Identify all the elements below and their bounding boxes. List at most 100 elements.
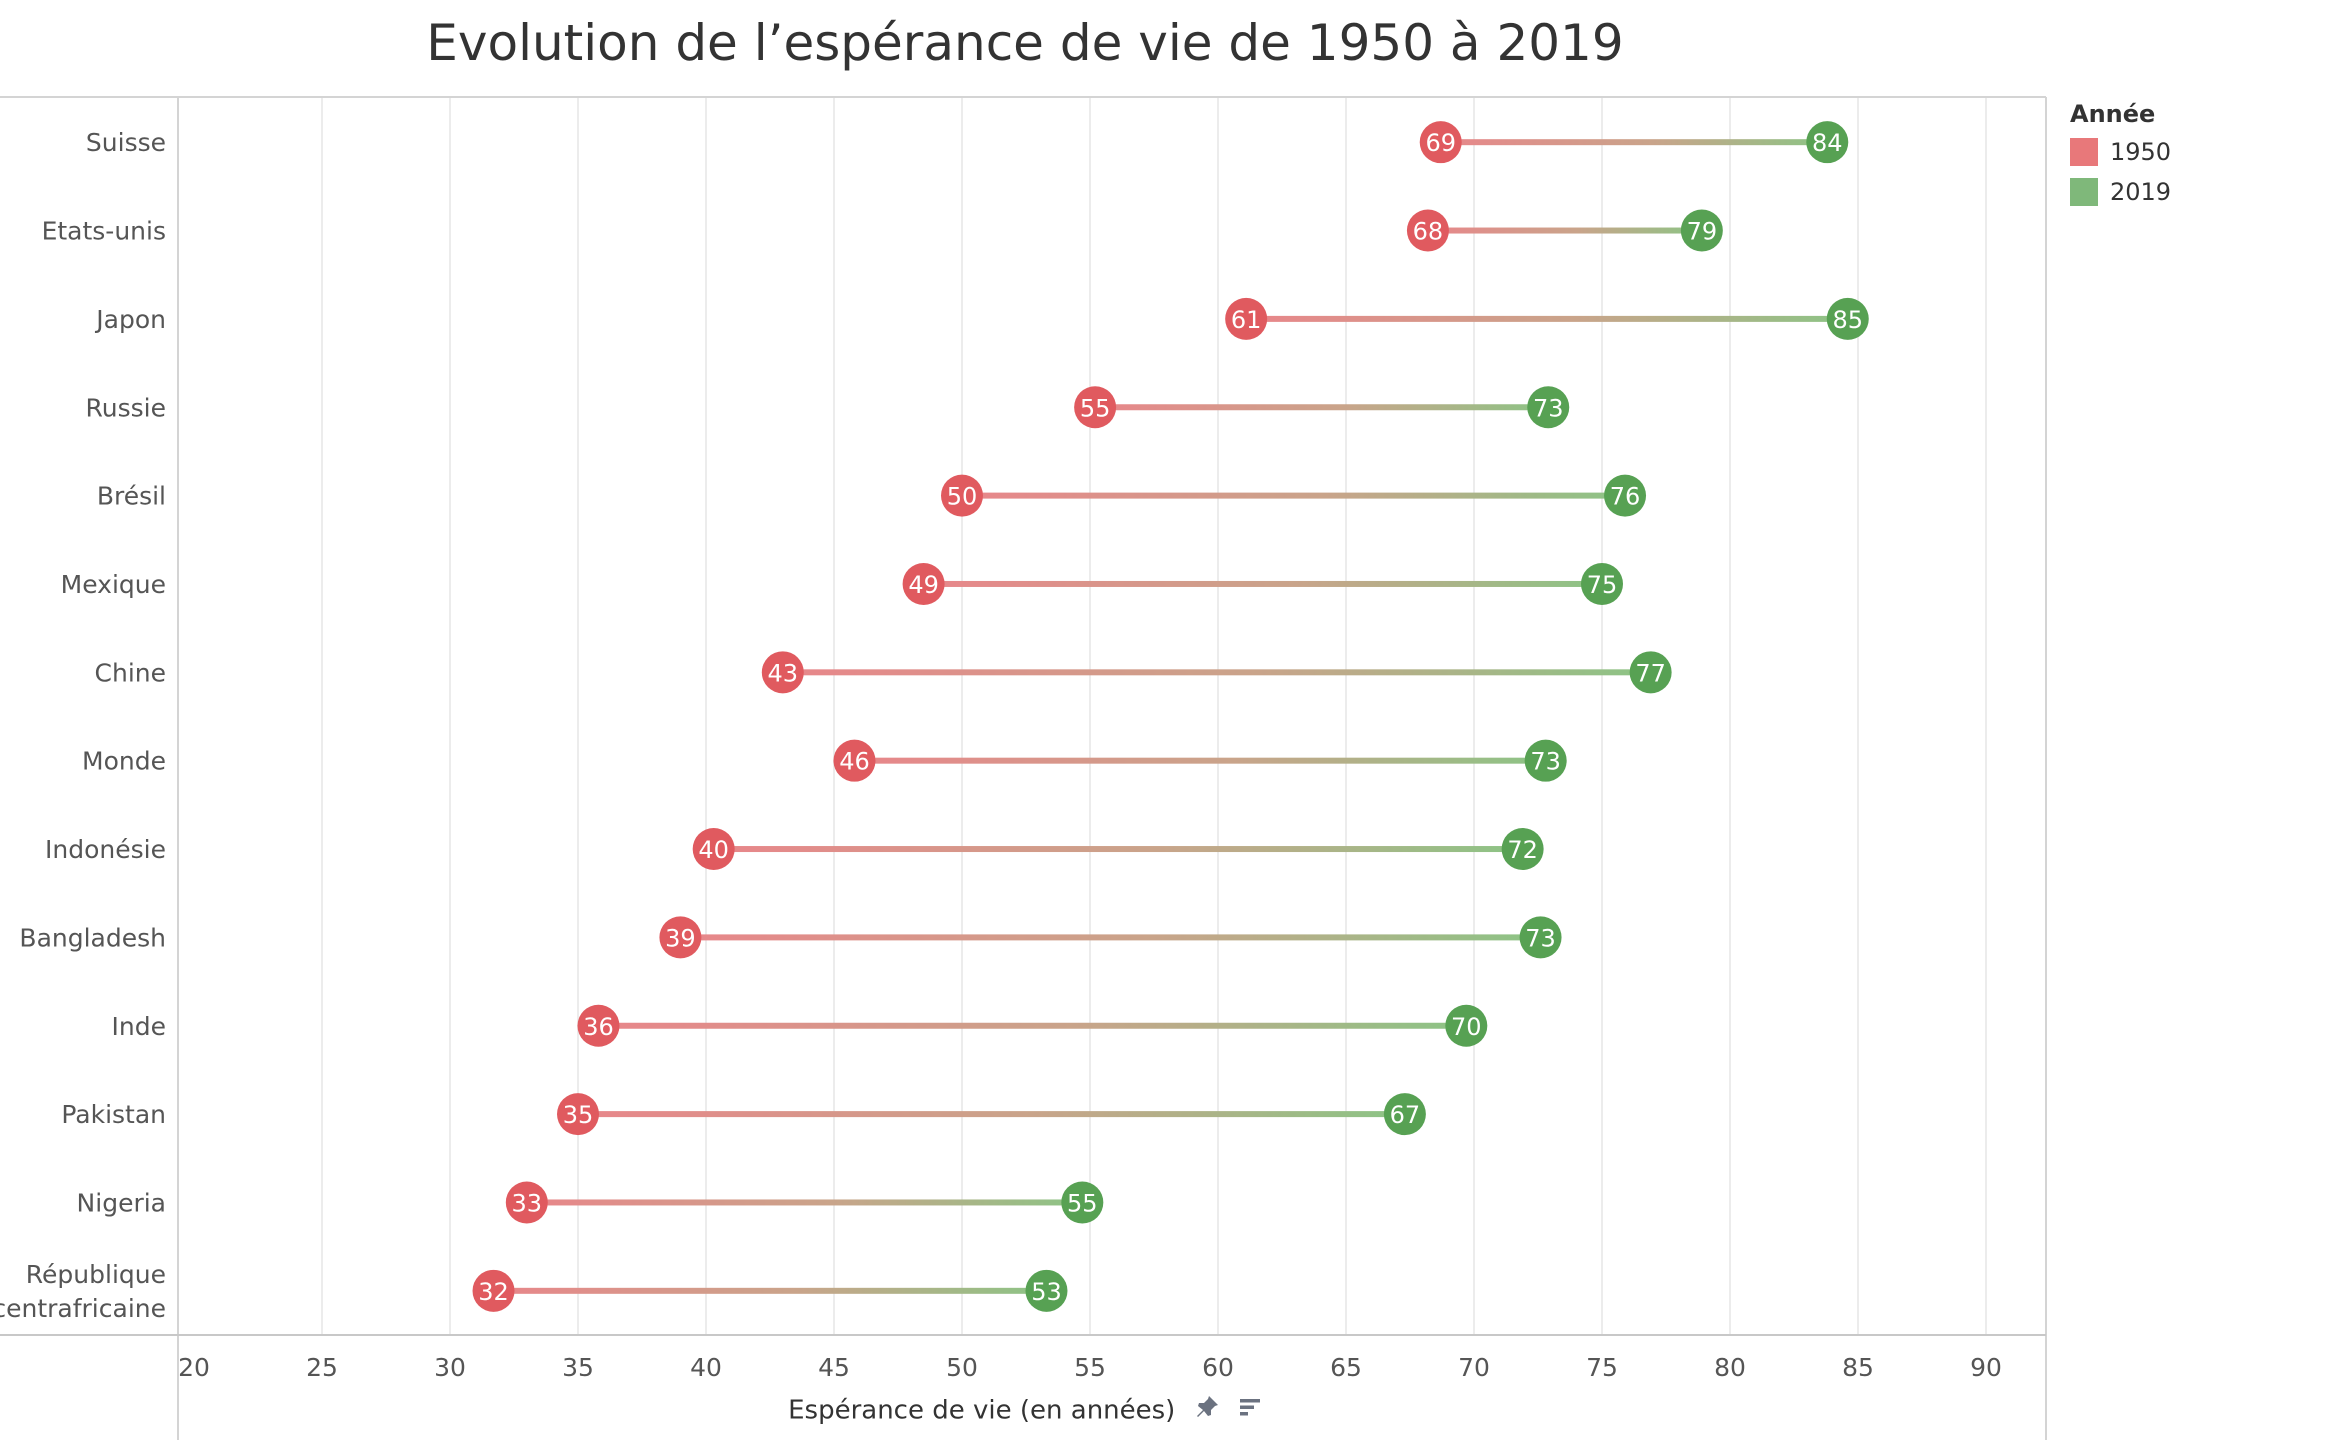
point-1950 — [1074, 386, 1117, 429]
data-label-1950: 43 — [768, 659, 799, 687]
point-2019 — [1680, 209, 1723, 252]
data-label-2019: 73 — [1525, 924, 1556, 952]
legend-label-1950: 1950 — [2110, 138, 2172, 166]
y-label: Bangladesh — [19, 923, 166, 952]
x-tick-label-65: 65 — [1330, 1353, 1362, 1382]
connector-line — [923, 580, 1602, 587]
data-label-2019: 72 — [1507, 836, 1538, 864]
point-1950 — [557, 1093, 599, 1136]
point-2019 — [1629, 651, 1672, 694]
data-label-1950: 35 — [563, 1101, 594, 1129]
data-label-1950: 39 — [665, 924, 696, 952]
data-label-1950: 46 — [839, 748, 870, 776]
point-2019 — [1061, 1181, 1104, 1224]
data-label-2019: 67 — [1390, 1101, 1421, 1129]
data-label-2019: 75 — [1587, 571, 1618, 599]
y-label-line: République — [26, 1260, 166, 1289]
y-label: Monde — [82, 747, 166, 776]
data-label-1950: 32 — [478, 1278, 509, 1306]
connector-line — [526, 1199, 1083, 1206]
dumbbell-marks: 69 84 68 79 61 85 55 73 50 76 49 75 43 77 46 73 40 72 39 73… — [472, 121, 1869, 1312]
legend: Année 1950 2019 — [2070, 100, 2171, 218]
data-label-1950: 33 — [512, 1189, 543, 1217]
x-tick-label-20: 20 — [178, 1353, 210, 1382]
legend-item-2019[interactable]: 2019 — [2070, 178, 2171, 206]
data-label-2019: 77 — [1635, 659, 1666, 687]
connector-line — [1246, 315, 1848, 322]
data-label-2019: 53 — [1031, 1278, 1062, 1306]
connector-line — [1427, 227, 1702, 234]
data-label-1950: 36 — [583, 1013, 614, 1041]
grid-layer — [321, 98, 1987, 1335]
data-label-2019: 73 — [1533, 394, 1564, 422]
sort-icon[interactable] — [1238, 1395, 1262, 1426]
connector-line — [598, 1022, 1467, 1029]
point-1950 — [505, 1181, 548, 1224]
data-label-1950: 55 — [1080, 394, 1111, 422]
connector-line — [854, 757, 1546, 764]
legend-swatch-2019 — [2070, 178, 2098, 206]
data-label-1950: 49 — [908, 571, 939, 599]
x-tick-label-80: 80 — [1714, 1353, 1746, 1382]
connector-line — [1440, 139, 1828, 146]
x-tick-label-60: 60 — [1202, 1353, 1234, 1382]
data-label-1950: 40 — [698, 836, 729, 864]
x-tick-label-55: 55 — [1074, 1353, 1106, 1382]
data-label-2019: 85 — [1832, 306, 1863, 334]
point-2019 — [1501, 828, 1544, 871]
x-tick-label-90: 90 — [1970, 1353, 2002, 1382]
point-2019 — [1524, 739, 1567, 782]
data-label-2019: 70 — [1451, 1013, 1482, 1041]
point-1950 — [1225, 297, 1268, 340]
point-1950 — [577, 1004, 620, 1047]
point-1950 — [659, 916, 702, 959]
pin-icon[interactable] — [1194, 1394, 1220, 1427]
y-label: Russie — [86, 393, 166, 422]
connector-line — [713, 846, 1523, 853]
plot-frame — [0, 96, 2047, 1440]
y-label: Nigeria — [77, 1188, 166, 1217]
legend-swatch-1950 — [2070, 138, 2098, 166]
point-2019 — [1527, 386, 1570, 429]
connector-line — [962, 492, 1626, 499]
data-label-2019: 79 — [1687, 218, 1718, 246]
chart-title: Evolution de l’espérance de vie de 1950 … — [426, 14, 1624, 72]
x-tick-label-40: 40 — [690, 1353, 722, 1382]
y-label: Pakistan — [61, 1100, 166, 1129]
x-tick-label-50: 50 — [946, 1353, 978, 1382]
point-1950 — [941, 474, 983, 517]
data-label-2019: 73 — [1530, 748, 1561, 776]
connector-line — [680, 934, 1541, 941]
connector-line — [578, 1111, 1405, 1118]
y-label-line: centrafricaine — [0, 1294, 166, 1323]
x-axis-title: Espérance de vie (en années) — [788, 1395, 1176, 1426]
x-tick-label-30: 30 — [434, 1353, 466, 1382]
y-label: Etats-unis — [42, 217, 166, 246]
point-1950 — [692, 828, 735, 871]
point-2019 — [1581, 562, 1623, 605]
connector-line — [1095, 404, 1549, 411]
y-label: Brésil — [97, 482, 166, 511]
legend-item-1950[interactable]: 1950 — [2070, 138, 2171, 166]
x-tick-label-25: 25 — [306, 1353, 338, 1382]
point-1950 — [1419, 121, 1462, 164]
point-2019 — [1806, 121, 1849, 164]
point-1950 — [902, 562, 945, 605]
y-label: Mexique — [61, 570, 166, 599]
legend-label-2019: 2019 — [2110, 178, 2172, 206]
point-1950 — [1406, 209, 1449, 252]
x-tick-label-75: 75 — [1586, 1353, 1618, 1382]
x-tick-label-70: 70 — [1458, 1353, 1490, 1382]
point-2019 — [1826, 297, 1869, 340]
point-2019 — [1383, 1093, 1426, 1136]
point-1950 — [761, 651, 804, 694]
y-label: Japon — [94, 305, 166, 334]
data-label-2019: 84 — [1812, 129, 1843, 157]
y-label: Chine — [95, 658, 166, 687]
connector-line — [782, 669, 1651, 676]
data-label-2019: 76 — [1610, 483, 1641, 511]
point-1950 — [833, 739, 876, 782]
point-2019 — [1604, 474, 1647, 517]
point-2019 — [1025, 1269, 1068, 1312]
point-2019 — [1445, 1004, 1488, 1047]
